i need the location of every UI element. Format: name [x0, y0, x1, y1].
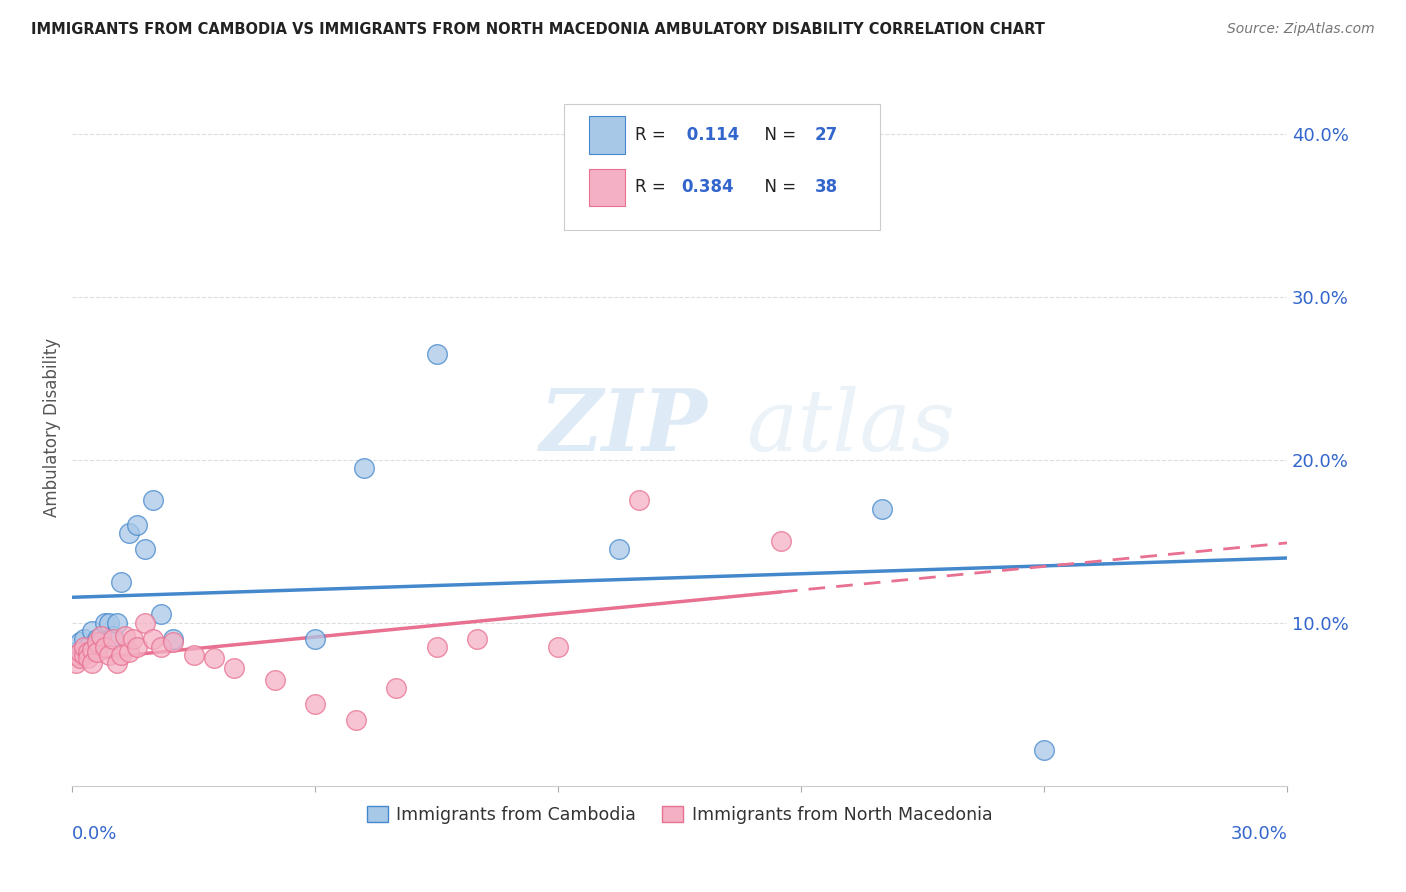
Text: 30.0%: 30.0% [1230, 825, 1286, 843]
Point [125, 517, 148, 532]
Point [263, 673, 285, 687]
Point [73, 640, 96, 654]
Point [82, 657, 104, 671]
Point [114, 629, 136, 643]
Point [65, 657, 87, 671]
Text: 27: 27 [814, 126, 838, 145]
Point [607, 542, 630, 557]
Point [142, 632, 165, 646]
Text: R =: R = [634, 178, 671, 196]
Point [426, 640, 449, 654]
Point [86, 645, 108, 659]
Point [69, 645, 91, 659]
Text: 0.384: 0.384 [681, 178, 734, 196]
Text: R =: R = [634, 126, 671, 145]
Point [344, 714, 367, 728]
Point [105, 657, 128, 671]
Point [86, 632, 108, 646]
Point [77, 640, 100, 654]
Point [304, 632, 326, 646]
Text: N =: N = [754, 178, 801, 196]
Text: atlas: atlas [747, 385, 956, 468]
Point [769, 534, 792, 549]
Point [353, 460, 375, 475]
Text: N =: N = [754, 126, 801, 145]
FancyBboxPatch shape [589, 117, 626, 153]
Point [93, 640, 115, 654]
Point [118, 645, 141, 659]
Point [162, 635, 184, 649]
Text: 0.0%: 0.0% [72, 825, 118, 843]
Point [101, 629, 124, 643]
Point [385, 681, 408, 695]
FancyBboxPatch shape [589, 169, 626, 206]
Point [69, 651, 91, 665]
Point [65, 648, 87, 663]
Point [110, 648, 132, 663]
Point [134, 615, 156, 630]
Point [93, 615, 115, 630]
Point [224, 661, 246, 675]
Point [77, 651, 100, 665]
Text: 0.114: 0.114 [681, 126, 740, 145]
Point [1033, 742, 1056, 756]
Point [870, 501, 893, 516]
Point [86, 635, 108, 649]
Point [73, 648, 96, 663]
Point [73, 632, 96, 646]
Point [90, 629, 112, 643]
Point [125, 640, 148, 654]
Point [150, 607, 173, 622]
Point [97, 648, 120, 663]
Point [69, 635, 91, 649]
Y-axis label: Ambulatory Disability: Ambulatory Disability [44, 337, 60, 516]
Point [150, 640, 173, 654]
Point [304, 697, 326, 711]
Point [162, 632, 184, 646]
Point [628, 493, 651, 508]
Text: Source: ZipAtlas.com: Source: ZipAtlas.com [1227, 22, 1375, 37]
Point [65, 645, 87, 659]
Legend: Immigrants from Cambodia, Immigrants from North Macedonia: Immigrants from Cambodia, Immigrants fro… [360, 798, 1000, 830]
Text: IMMIGRANTS FROM CAMBODIA VS IMMIGRANTS FROM NORTH MACEDONIA AMBULATORY DISABILIT: IMMIGRANTS FROM CAMBODIA VS IMMIGRANTS F… [31, 22, 1045, 37]
Point [77, 645, 100, 659]
Text: 38: 38 [814, 178, 838, 196]
Point [82, 643, 104, 657]
Point [122, 632, 145, 646]
Text: ZIP: ZIP [540, 385, 707, 469]
Point [465, 632, 488, 646]
Point [105, 615, 128, 630]
Point [118, 525, 141, 540]
Point [97, 615, 120, 630]
Point [202, 651, 225, 665]
Point [134, 542, 156, 557]
Point [142, 493, 165, 508]
Point [90, 635, 112, 649]
Point [101, 632, 124, 646]
Point [426, 347, 449, 361]
Point [82, 624, 104, 638]
Point [547, 640, 569, 654]
Point [110, 574, 132, 589]
FancyBboxPatch shape [564, 104, 880, 230]
Point [183, 648, 205, 663]
